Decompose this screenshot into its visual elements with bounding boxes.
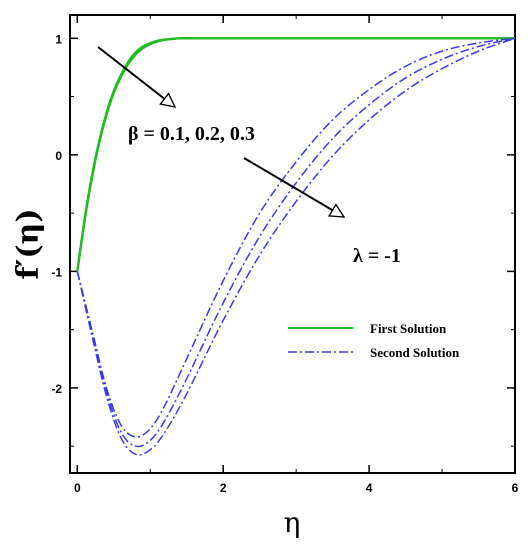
second-solution-line: [76, 37, 516, 438]
plot-area: [69, 14, 516, 474]
x-axis-ticks: 0 2 4 6: [74, 15, 519, 495]
first-solution-line: [76, 37, 515, 272]
y-tick-label: 0: [55, 149, 62, 163]
y-tick-label: 1: [55, 32, 62, 46]
y-axis-ticks: 1 0 -1 -2: [51, 32, 515, 447]
beta-arrow-second: [243, 157, 344, 218]
beta-annotation: β = 0.1, 0.2, 0.3: [128, 123, 255, 145]
second-solution-line: [76, 37, 516, 448]
series-lines: [76, 37, 516, 456]
x-tick-label: 6: [512, 481, 519, 495]
first-solution-line: [76, 37, 515, 272]
first-solution-line: [76, 37, 515, 272]
x-axis-title: η: [284, 506, 301, 539]
x-tick-label: 4: [366, 481, 373, 495]
lambda-annotation: λ = -1: [353, 245, 401, 267]
y-axis-title: f′(η): [11, 208, 46, 279]
y-tick-label: -2: [51, 382, 62, 396]
legend: First Solution Second Solution: [288, 321, 460, 360]
y-tick-label: -1: [51, 265, 62, 279]
legend-label-first: First Solution: [370, 321, 447, 336]
beta-arrow-first: [97, 46, 175, 107]
x-tick-label: 0: [74, 481, 81, 495]
legend-label-second: Second Solution: [370, 345, 460, 360]
x-tick-label: 2: [220, 481, 227, 495]
second-solution-line: [76, 37, 516, 456]
